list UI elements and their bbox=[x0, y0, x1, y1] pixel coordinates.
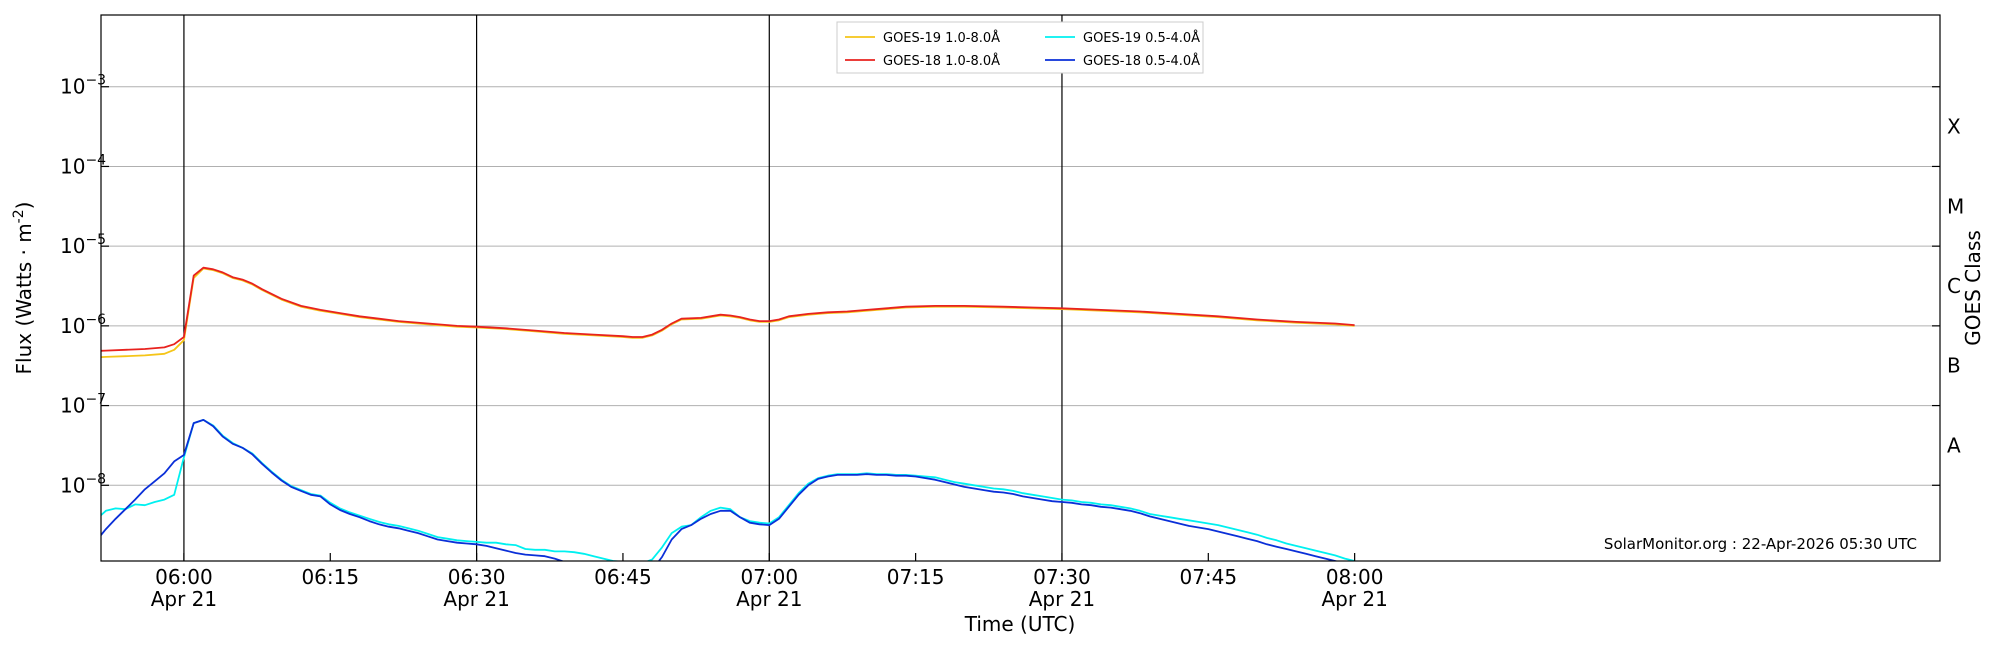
y-tick-label: 10−7 bbox=[60, 392, 106, 418]
x-tick-date-label: Apr 21 bbox=[1029, 587, 1095, 611]
goes-class-labels: X M C B A bbox=[1947, 115, 1964, 458]
goes-class-b: B bbox=[1947, 354, 1961, 378]
x-tick-time-label: 07:15 bbox=[887, 565, 945, 589]
watermark: SolarMonitor.org : 22-Apr-2026 05:30 UTC bbox=[1604, 535, 1917, 553]
y-tick-label: 10−4 bbox=[60, 152, 106, 178]
grid-layer bbox=[101, 86, 1940, 486]
goes-class-x: X bbox=[1947, 115, 1961, 139]
series-line-2 bbox=[101, 419, 1355, 561]
legend-items: GOES-19 1.0-8.0Å GOES-19 0.5-4.0Å GOES-18 … bbox=[845, 30, 1200, 69]
x-tick-date-label: Apr 21 bbox=[151, 587, 217, 611]
x-tick-time-label: 07:45 bbox=[1179, 565, 1237, 589]
goes-class-axis-label: GOES Class bbox=[1961, 230, 1985, 346]
y-tick-label: 10−3 bbox=[60, 73, 106, 99]
series-line-3 bbox=[101, 419, 1339, 561]
day-boundary-lines bbox=[183, 15, 1063, 561]
x-axis-label: Time (UTC) bbox=[964, 612, 1076, 636]
goes-class-m: M bbox=[1947, 194, 1964, 218]
legend-box bbox=[836, 21, 1204, 74]
y-tick-label: 10−6 bbox=[60, 312, 106, 338]
x-tick-time-label: 06:00 bbox=[155, 565, 213, 589]
goes-class-c: C bbox=[1947, 274, 1961, 298]
x-tick-time-label: 07:00 bbox=[740, 565, 798, 589]
x-tick-date-label: Apr 21 bbox=[1321, 587, 1387, 611]
x-tick-time-label: 08:00 bbox=[1326, 565, 1384, 589]
x-tick-time-label: 06:15 bbox=[301, 565, 359, 589]
x-tick-time-label: 07:30 bbox=[1033, 565, 1091, 589]
y-tick-label: 10−8 bbox=[60, 471, 106, 497]
series-layer bbox=[101, 266, 1355, 561]
x-tick-time-label: 06:45 bbox=[594, 565, 652, 589]
x-tick-date-label: Apr 21 bbox=[736, 587, 802, 611]
x-tick-date-label: Apr 21 bbox=[443, 587, 509, 611]
legend: GOES-19 1.0-8.0Å GOES-19 0.5-4.0Å GOES-18 … bbox=[836, 21, 1204, 74]
goes-class-a: A bbox=[1947, 433, 1961, 457]
y-axis-label: Flux (Watts · m-2) bbox=[11, 202, 36, 375]
x-tick-time-label: 06:30 bbox=[448, 565, 506, 589]
y-axis-ticks: 10−8 10−7 10−6 10−5 10−4 10−3 bbox=[60, 73, 1940, 497]
legend-label: GOES-18 1.0-8.0Å bbox=[883, 53, 1000, 69]
plot-frame bbox=[100, 14, 1941, 562]
legend-label: GOES-19 0.5-4.0Å bbox=[1083, 30, 1200, 46]
y-tick-label: 10−5 bbox=[60, 232, 106, 258]
legend-label: GOES-19 1.0-8.0Å bbox=[883, 30, 1000, 46]
legend-label: GOES-18 0.5-4.0Å bbox=[1083, 53, 1200, 69]
series-line-1 bbox=[101, 266, 1355, 352]
